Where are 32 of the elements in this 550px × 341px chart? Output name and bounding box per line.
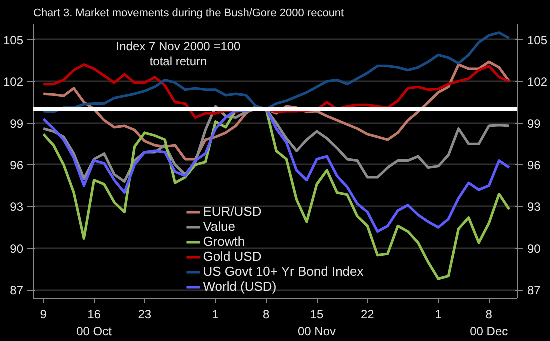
legend-label: Gold USD (203, 249, 262, 264)
y-tick-label: 99 (10, 116, 24, 131)
y-tick-label: 90 (10, 242, 24, 256)
y2-tick-label: 96 (528, 158, 542, 172)
y-tick-label: 93 (10, 200, 24, 214)
y-tick-label: 105 (3, 33, 24, 48)
legend-label: Value (203, 219, 236, 234)
y-tick-label: 87 (10, 284, 24, 298)
y2-tick-label: 87 (528, 284, 542, 298)
legend-label: World (USD) (203, 279, 277, 294)
y2-tick-label: 102 (528, 75, 548, 90)
y2-tick-label: 93 (528, 200, 542, 214)
line-series (42, 32, 511, 114)
x-tick-label: 1 (212, 308, 220, 322)
y-tick-label: 96 (10, 158, 24, 172)
x-tick-label: 1 (435, 308, 442, 322)
y-tick-label: 102 (3, 75, 24, 90)
y2-tick-label: 105 (528, 33, 548, 48)
legend-label: US Govt 10+ Yr Bond Index (203, 264, 364, 279)
chart-title: Chart 3. Market movements during the Bush/Gore 2000 recount (34, 8, 344, 20)
annotation: Index 7 Nov 2000 =100 total return (116, 40, 242, 68)
legend-label: Growth (203, 234, 246, 249)
x-tick-label: 9 (40, 308, 48, 322)
x-tick-label: 22 (360, 308, 375, 322)
x-tick-label: 8 (263, 308, 270, 322)
x-tick-label: 23 (138, 308, 152, 322)
legend-label: EUR/USD (203, 204, 262, 219)
x-tick-label: 16 00 Oct (76, 308, 113, 338)
x-tick-label: 8 00 Dec (470, 308, 508, 338)
y2-tick-label: 90 (528, 242, 542, 256)
y2-tick-label: 99 (528, 116, 542, 131)
x-tick-label: 15 00 Nov (298, 308, 336, 338)
